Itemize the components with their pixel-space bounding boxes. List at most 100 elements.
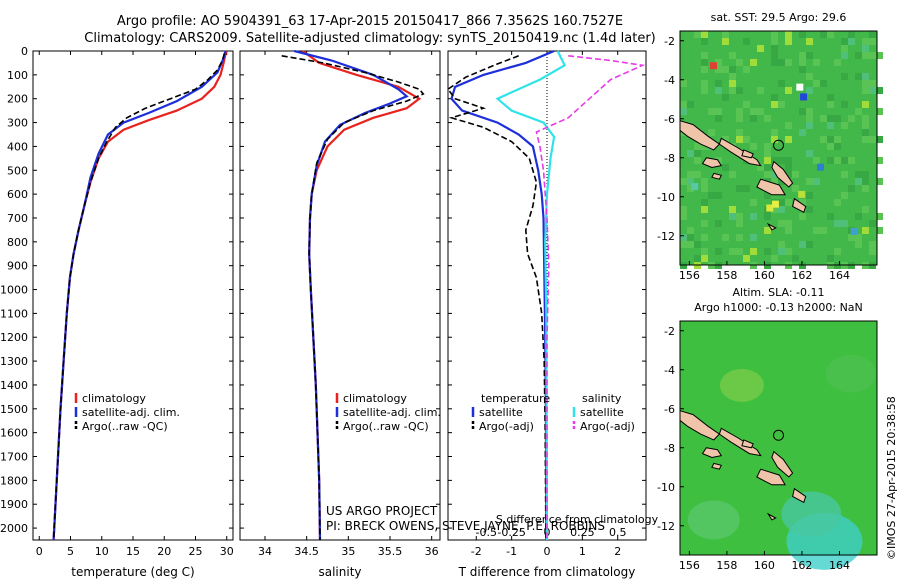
- sst-anomaly-cell: [766, 204, 774, 212]
- sst-cell: [694, 171, 701, 178]
- sst-cell: [834, 220, 841, 227]
- y-tick-label: 2000: [0, 522, 28, 535]
- sst-cell: [778, 220, 785, 227]
- sst-cell: [680, 234, 687, 241]
- series-line-argo: [281, 55, 425, 541]
- sst-cell: [701, 255, 708, 262]
- map-title: Altim. SLA: -0.11: [732, 286, 824, 299]
- x-tick-label: 156: [679, 559, 700, 572]
- island: [741, 149, 754, 159]
- sst-cell: [813, 157, 820, 164]
- legend-label: satellite-adj. clim.: [82, 406, 180, 419]
- sst-cell: [785, 87, 792, 94]
- sst-cell: [806, 108, 813, 115]
- y-tick-label: -4: [664, 74, 675, 87]
- sst-cell: [757, 164, 764, 171]
- sst-cell: [764, 164, 771, 171]
- sst-cell: [841, 101, 848, 108]
- sst-cell: [778, 248, 785, 255]
- sst-cell: [834, 199, 841, 206]
- sst-cell: [694, 157, 701, 164]
- sst-cell: [715, 108, 722, 115]
- sst-cell: [869, 136, 876, 143]
- pi-credit: PI: BRECK OWENS, STEVE JAYNE, P.E. ROBBI…: [326, 519, 605, 533]
- sst-cell: [715, 192, 722, 199]
- x-tick-label: 162: [791, 269, 812, 282]
- x-tick-label: 164: [829, 559, 850, 572]
- sst-cell: [862, 185, 869, 192]
- legend-label: Argo(..raw -QC): [82, 420, 168, 433]
- sst-cell: [862, 80, 869, 87]
- sst-cell: [876, 178, 883, 185]
- sst-cell: [778, 178, 785, 185]
- sst-cell: [820, 31, 827, 38]
- sst-cell: [834, 143, 841, 150]
- island: [679, 120, 721, 151]
- sst-cell: [841, 157, 848, 164]
- sst-cell: [680, 241, 687, 248]
- sst-cell: [701, 66, 708, 73]
- sst-cell: [715, 248, 722, 255]
- sst-cell: [862, 38, 869, 45]
- sst-cell: [862, 122, 869, 129]
- sst-cell: [813, 59, 820, 66]
- sst-cell: [876, 87, 883, 94]
- x-tick-label: 158: [716, 269, 737, 282]
- y-tick-label: -6: [664, 113, 675, 126]
- plot-temperature: 0100200300400500600700800900100011001200…: [0, 45, 234, 579]
- sst-cell: [694, 241, 701, 248]
- sst-cell: [855, 178, 862, 185]
- sst-cell: [771, 101, 778, 108]
- sst-cell: [743, 255, 750, 262]
- sst-cell: [736, 87, 743, 94]
- sst-cell: [834, 136, 841, 143]
- sst-cell: [834, 115, 841, 122]
- sst-cell: [729, 213, 736, 220]
- sst-cell: [862, 115, 869, 122]
- sst-cell: [729, 52, 736, 59]
- sst-cell: [841, 73, 848, 80]
- sst-cell: [771, 94, 778, 101]
- island: [771, 450, 794, 478]
- sst-cell: [687, 185, 694, 192]
- sst-anomaly-cell: [710, 62, 718, 70]
- sst-cell: [855, 73, 862, 80]
- sst-cell: [701, 185, 708, 192]
- legend-label: satellite-adj. clim.: [343, 406, 441, 419]
- sst-cell: [827, 122, 834, 129]
- sst-cell: [701, 178, 708, 185]
- sst-cell: [848, 157, 855, 164]
- sst-cell: [841, 52, 848, 59]
- sst-cell: [806, 178, 813, 185]
- sst-cell: [764, 150, 771, 157]
- y-tick-label: 1100: [0, 307, 28, 320]
- sst-cell: [771, 178, 778, 185]
- sst-cell: [862, 178, 869, 185]
- series-line-satellite: [450, 49, 555, 541]
- sst-cell: [785, 171, 792, 178]
- sst-cell: [722, 234, 729, 241]
- sst-cell: [771, 38, 778, 45]
- project-credit: US ARGO PROJECT: [326, 504, 438, 518]
- sst-cell: [841, 220, 848, 227]
- sst-cell: [750, 199, 757, 206]
- sst-cell: [715, 220, 722, 227]
- sst-cell: [764, 213, 771, 220]
- y-tick-label: -12: [657, 520, 675, 533]
- sst-anomaly-cell: [771, 200, 779, 208]
- sst-cell: [771, 129, 778, 136]
- sst-cell: [778, 157, 785, 164]
- sst-cell: [799, 66, 806, 73]
- sst-cell: [827, 101, 834, 108]
- sla-blob: [687, 500, 740, 540]
- sst-cell: [764, 227, 771, 234]
- sst-cell: [876, 213, 883, 220]
- sst-cell: [715, 87, 722, 94]
- timestamp-stamp: ©IMOS 27-Apr-2015 20:38:58: [885, 396, 898, 560]
- y-tick-label: -6: [664, 403, 675, 416]
- x-tick-label: 156: [679, 269, 700, 282]
- sla-blob: [825, 354, 876, 393]
- y-tick-label: 100: [7, 69, 28, 82]
- sst-cell: [876, 157, 883, 164]
- sst-cell: [799, 59, 806, 66]
